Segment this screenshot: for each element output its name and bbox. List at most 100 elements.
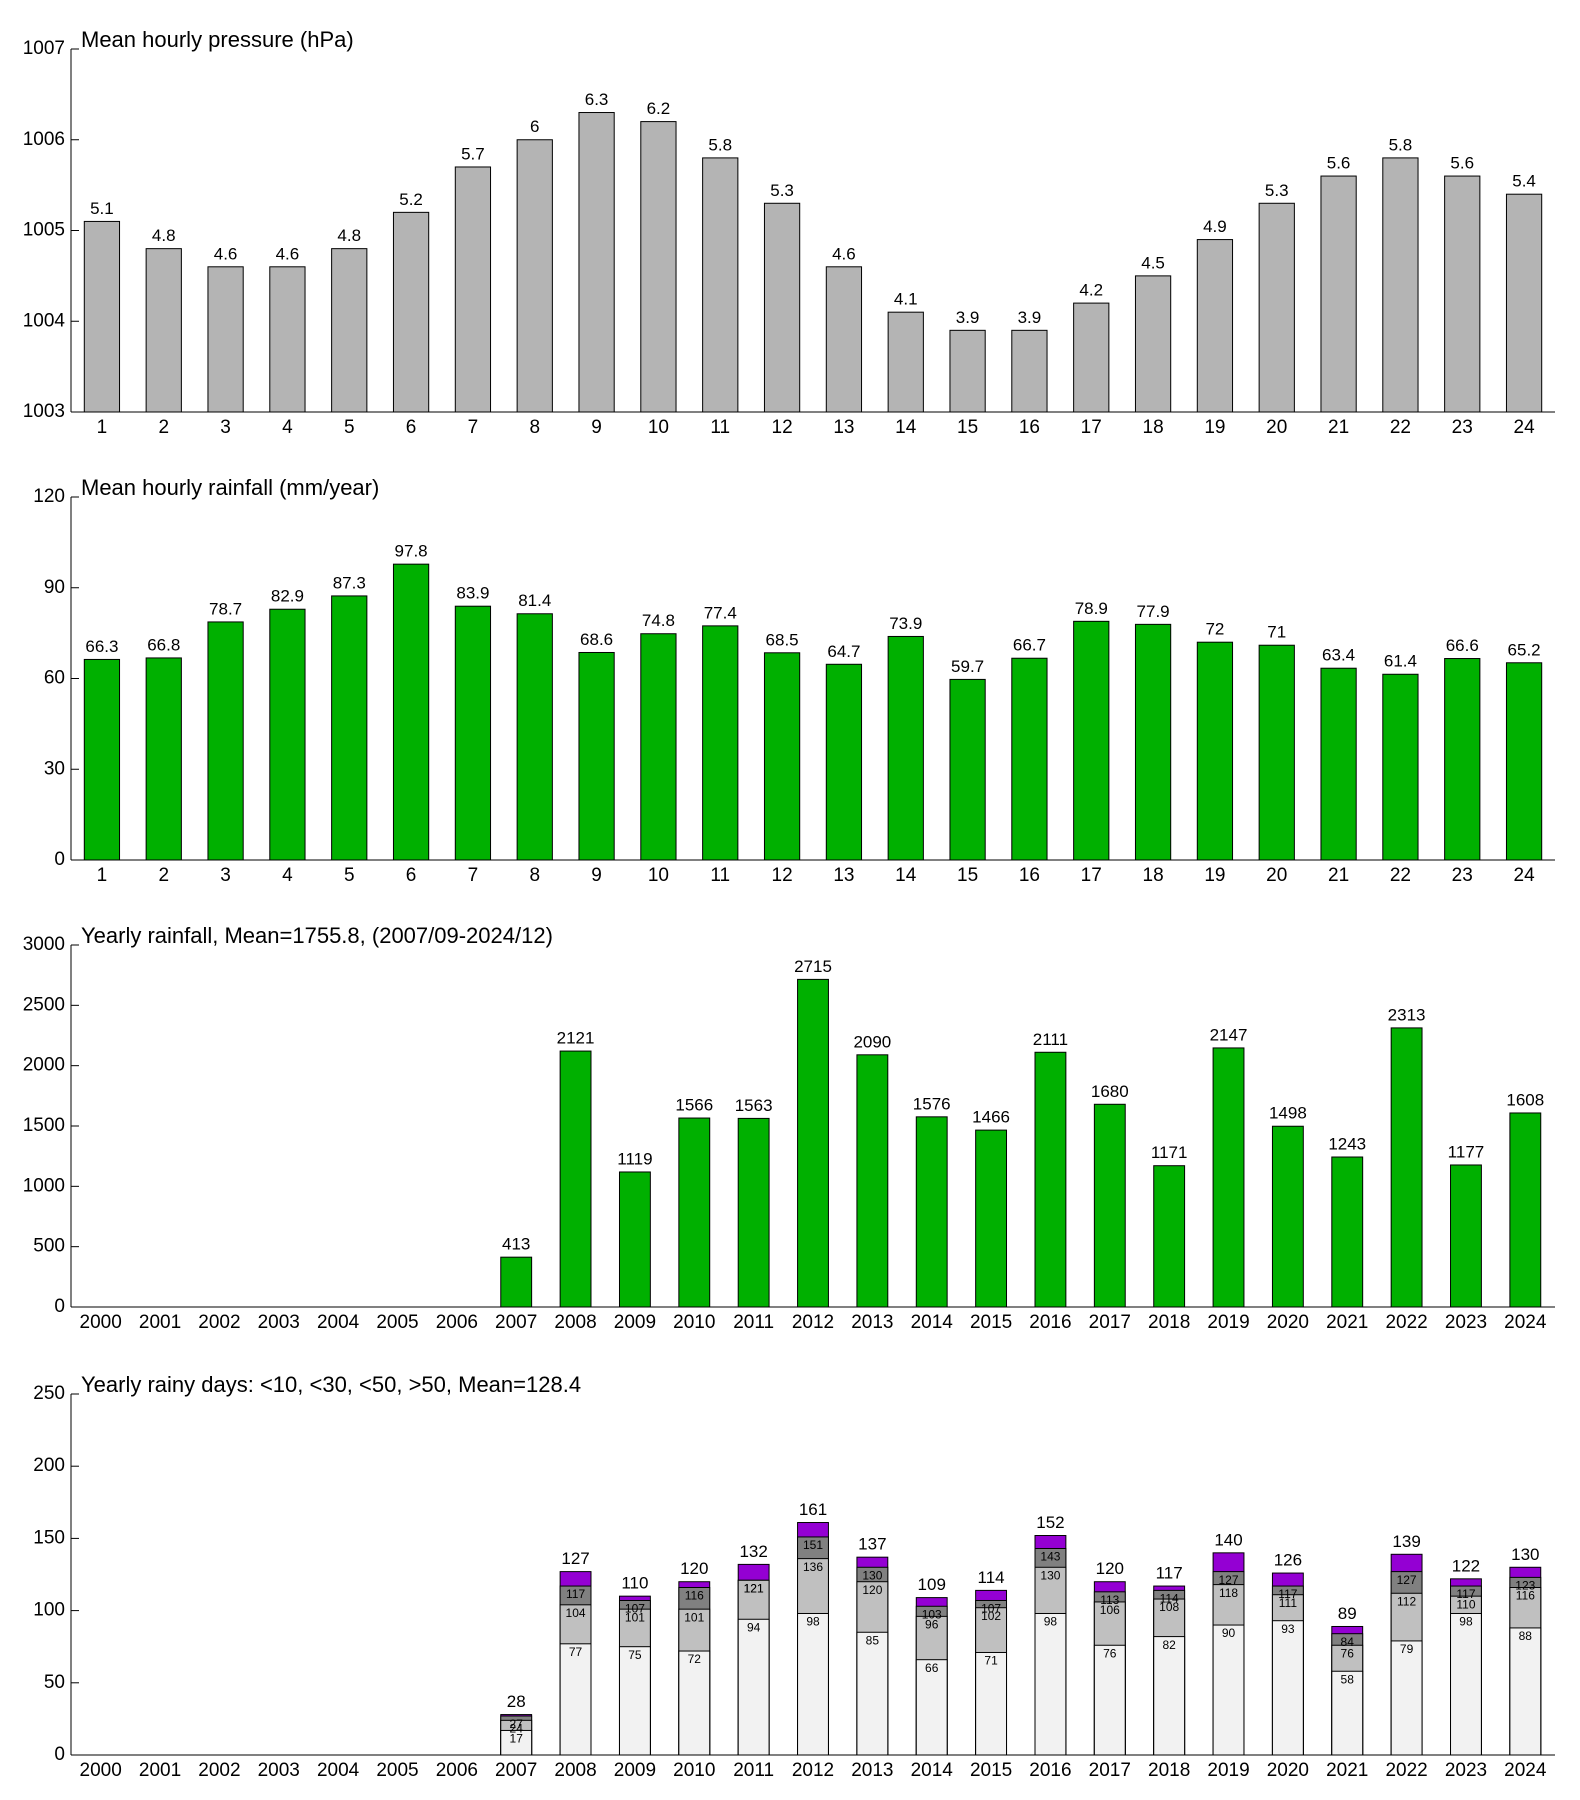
bar: [1153, 1636, 1186, 1756]
value-label: 122: [1452, 1556, 1480, 1575]
bar: [1034, 1612, 1067, 1756]
bar: [1073, 302, 1110, 413]
y-tick-label: 3000: [23, 934, 65, 955]
bar: [1390, 1027, 1423, 1308]
value-label: 28: [507, 1692, 526, 1711]
value-label: 83.9: [456, 584, 489, 603]
bar: [578, 112, 615, 413]
x-tick-label: 2006: [436, 1312, 478, 1333]
bar: [145, 657, 182, 861]
value-label: 2313: [1388, 1005, 1426, 1024]
x-tick-label: 2010: [673, 1312, 715, 1333]
bar: [763, 652, 801, 861]
x-tick-label: 19: [1204, 417, 1225, 438]
value-label: 1576: [913, 1094, 951, 1113]
bar: [1011, 329, 1048, 413]
value-label: 5.3: [1265, 181, 1289, 200]
value-label: 71: [984, 1654, 998, 1668]
x-tick-label: 8: [529, 865, 540, 886]
value-label: 74.8: [642, 611, 675, 630]
y-tick-label: 1005: [23, 220, 65, 241]
x-tick-label: 12: [772, 865, 793, 886]
bar: [797, 978, 829, 1308]
x-tick-label: 13: [833, 417, 854, 438]
y-tick-label: 0: [54, 1296, 65, 1317]
value-label: 84: [1341, 1635, 1355, 1649]
bar: [678, 1650, 711, 1756]
x-tick-label: 6: [406, 417, 417, 438]
value-label: 4.2: [1079, 281, 1103, 300]
value-label: 1566: [675, 1096, 713, 1115]
bar: [500, 1256, 533, 1308]
value-label: 4.6: [832, 244, 856, 263]
x-tick-label: 2007: [495, 1760, 537, 1781]
x-tick-label: 2008: [554, 1760, 596, 1781]
value-label: 66: [925, 1661, 939, 1675]
value-label: 72: [1205, 620, 1224, 639]
x-tick-label: 2000: [80, 1312, 122, 1333]
value-label: 63.4: [1322, 646, 1355, 665]
x-tick-label: 2003: [258, 1312, 300, 1333]
bar: [975, 1651, 1008, 1756]
x-tick-label: 2021: [1326, 1312, 1368, 1333]
value-label: 75: [628, 1648, 642, 1662]
bar: [269, 608, 306, 861]
bar: [618, 1171, 651, 1308]
value-label: 117: [1278, 1587, 1297, 1601]
x-tick-label: 20: [1266, 865, 1287, 886]
y-tick-label: 150: [33, 1527, 65, 1548]
x-tick-label: 2016: [1029, 1760, 1071, 1781]
y-tick-label: 1500: [23, 1115, 65, 1136]
value-label: 120: [862, 1583, 882, 1597]
value-label: 139: [1392, 1532, 1420, 1551]
value-label: 111: [1279, 1596, 1298, 1610]
value-label: 123: [1515, 1579, 1535, 1593]
value-label: 1498: [1269, 1104, 1307, 1123]
y-tick-label: 1004: [23, 310, 66, 331]
x-tick-label: 13: [833, 865, 854, 886]
value-label: 64.7: [827, 642, 860, 661]
bar: [1134, 623, 1172, 861]
value-label: 143: [1040, 1550, 1060, 1564]
value-label: 413: [502, 1235, 530, 1254]
bar: [915, 1116, 948, 1308]
value-label: 116: [685, 1589, 704, 1603]
bar: [887, 635, 924, 861]
value-label: 140: [1214, 1530, 1242, 1549]
bar: [1196, 239, 1234, 413]
bar: [1196, 641, 1234, 861]
value-label: 110: [621, 1574, 648, 1593]
x-tick-label: 1: [97, 865, 108, 886]
value-label: 102: [981, 1609, 1001, 1623]
bar: [1153, 1165, 1186, 1308]
value-label: 68.5: [766, 630, 799, 649]
value-label: 97.8: [395, 542, 428, 561]
bar: [1011, 657, 1048, 861]
x-tick-label: 2005: [376, 1760, 418, 1781]
value-label: 104: [566, 1606, 586, 1620]
bar: [207, 621, 244, 861]
value-label: 78.9: [1075, 599, 1108, 618]
bar: [856, 1631, 889, 1756]
x-tick-label: 5: [344, 865, 355, 886]
x-tick-label: 2001: [139, 1312, 181, 1333]
bar: [1212, 1047, 1245, 1308]
value-label: 116: [1516, 1589, 1535, 1603]
value-label: 101: [625, 1610, 645, 1624]
x-tick-label: 2012: [792, 1312, 834, 1333]
x-tick-label: 2008: [554, 1312, 596, 1333]
x-tick-label: 2006: [436, 1760, 478, 1781]
value-label: 151: [803, 1538, 823, 1552]
x-tick-label: 2002: [198, 1312, 240, 1333]
x-tick-label: 2011: [733, 1312, 774, 1333]
bar: [1505, 662, 1543, 861]
x-tick-label: 2018: [1148, 1760, 1190, 1781]
x-tick-label: 2004: [317, 1760, 360, 1781]
y-tick-label: 2500: [23, 994, 65, 1015]
x-tick-label: 10: [648, 417, 669, 438]
bar: [797, 1612, 829, 1756]
value-label: 76: [1341, 1646, 1355, 1660]
bar: [1034, 1051, 1067, 1308]
x-tick-label: 2003: [258, 1760, 300, 1781]
